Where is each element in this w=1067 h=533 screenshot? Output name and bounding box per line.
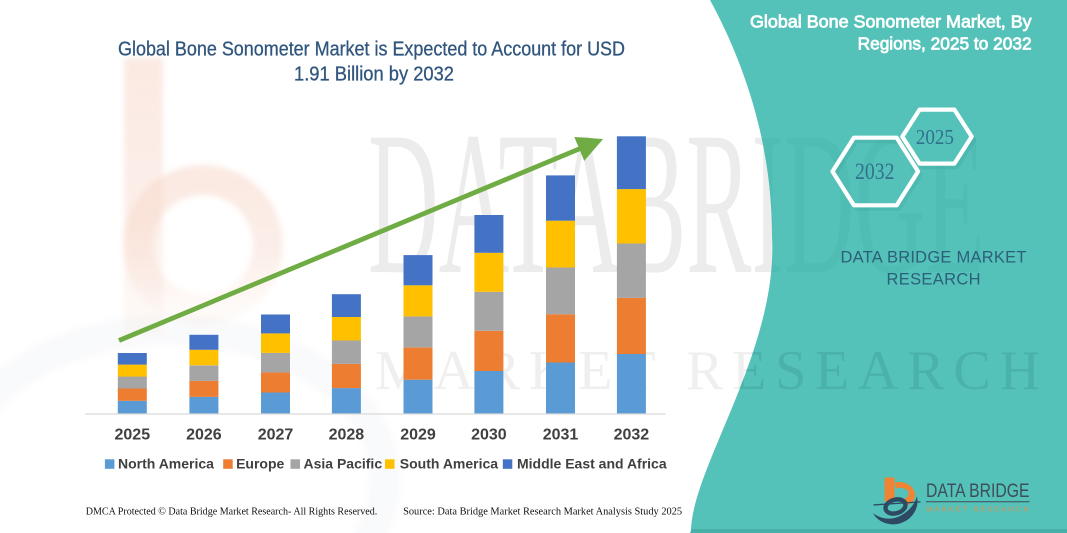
svg-text:Middle East and Africa: Middle East and Africa	[517, 456, 667, 472]
svg-text:2028: 2028	[329, 427, 365, 444]
svg-text:2027: 2027	[258, 427, 294, 444]
svg-text:Europe: Europe	[236, 456, 284, 472]
svg-text:North America: North America	[118, 456, 214, 472]
svg-text:RESEARCH: RESEARCH	[887, 271, 981, 289]
svg-text:2029: 2029	[400, 427, 436, 444]
svg-text:2025: 2025	[916, 125, 954, 149]
svg-text:Source: Data Bridge Market Res: Source: Data Bridge Market Research Mark…	[403, 507, 682, 518]
svg-text:Global Bone Sonometer Market i: Global Bone Sonometer Market is Expected…	[118, 39, 625, 61]
svg-text:Asia Pacific: Asia Pacific	[304, 456, 383, 472]
svg-text:DMCA Protected © Data Bridge M: DMCA Protected © Data Bridge Market Rese…	[86, 507, 378, 518]
svg-text:Regions, 2025 to 2032: Regions, 2025 to 2032	[858, 33, 1032, 53]
svg-text:MARKET RESEARCH: MARKET RESEARCH	[927, 507, 1029, 514]
svg-text:2026: 2026	[186, 427, 222, 444]
svg-text:2031: 2031	[543, 427, 579, 444]
svg-text:2025: 2025	[115, 427, 151, 444]
svg-text:Global Bone Sonometer Market,: Global Bone Sonometer Market, By	[750, 11, 1032, 31]
svg-text:DATA BRIDGE: DATA BRIDGE	[926, 481, 1030, 502]
svg-text:DATA BRIDGE MARKET: DATA BRIDGE MARKET	[841, 249, 1027, 267]
svg-text:South America: South America	[400, 456, 498, 472]
svg-text:1.91 Billion by 2032: 1.91 Billion by 2032	[294, 64, 454, 86]
svg-text:2032: 2032	[614, 427, 650, 444]
svg-text:2032: 2032	[855, 159, 895, 185]
svg-text:2030: 2030	[471, 427, 507, 444]
